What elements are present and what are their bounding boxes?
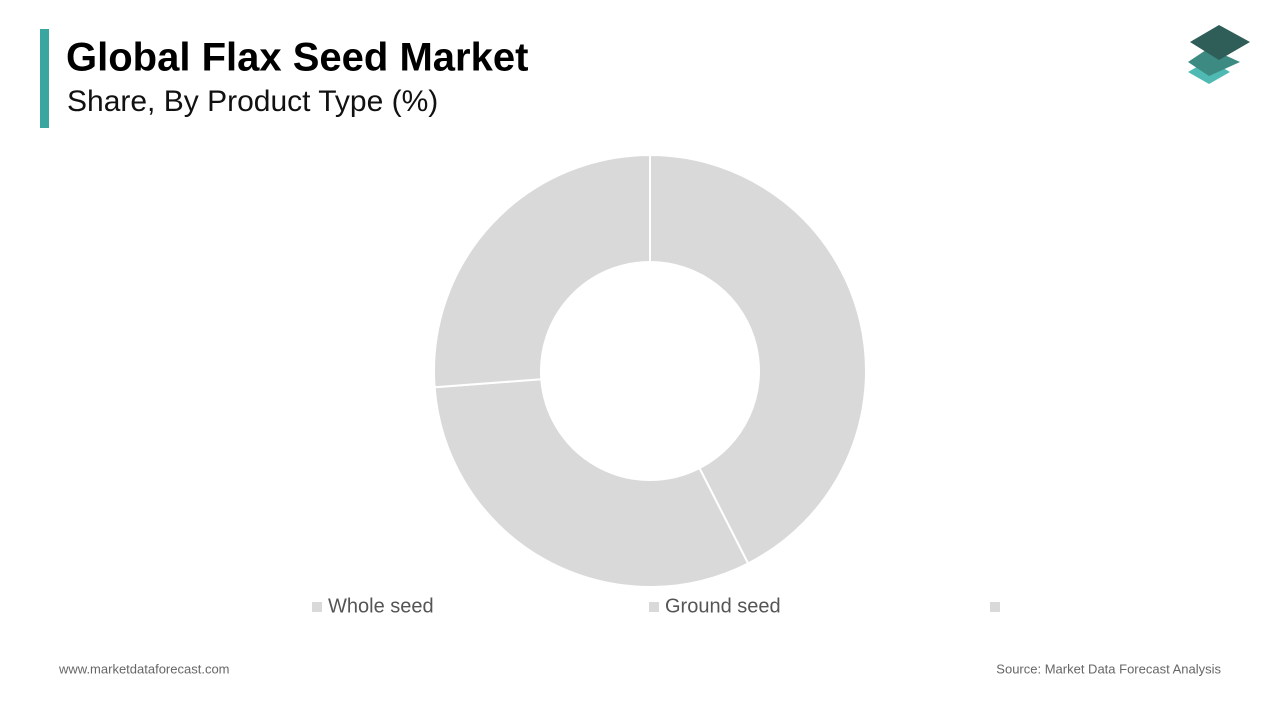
donut-segment — [433, 153, 651, 389]
footer-website: www.marketdataforecast.com — [58, 661, 230, 676]
chart-subtitle: Share, By Product Type (%) — [67, 85, 438, 118]
chart-title: Global Flax Seed Market — [66, 36, 528, 80]
title-accent — [40, 29, 49, 128]
legend-swatch — [649, 602, 659, 612]
footer-source: Source: Market Data Forecast Analysis — [996, 661, 1221, 676]
donut-segment — [433, 378, 750, 588]
legend-label: Whole seed — [328, 595, 434, 617]
legend-swatch — [312, 602, 322, 612]
logo — [1188, 25, 1250, 84]
donut-segment — [649, 153, 867, 565]
legend-label: Ground seed — [665, 595, 781, 617]
legend-swatch — [990, 602, 1000, 612]
